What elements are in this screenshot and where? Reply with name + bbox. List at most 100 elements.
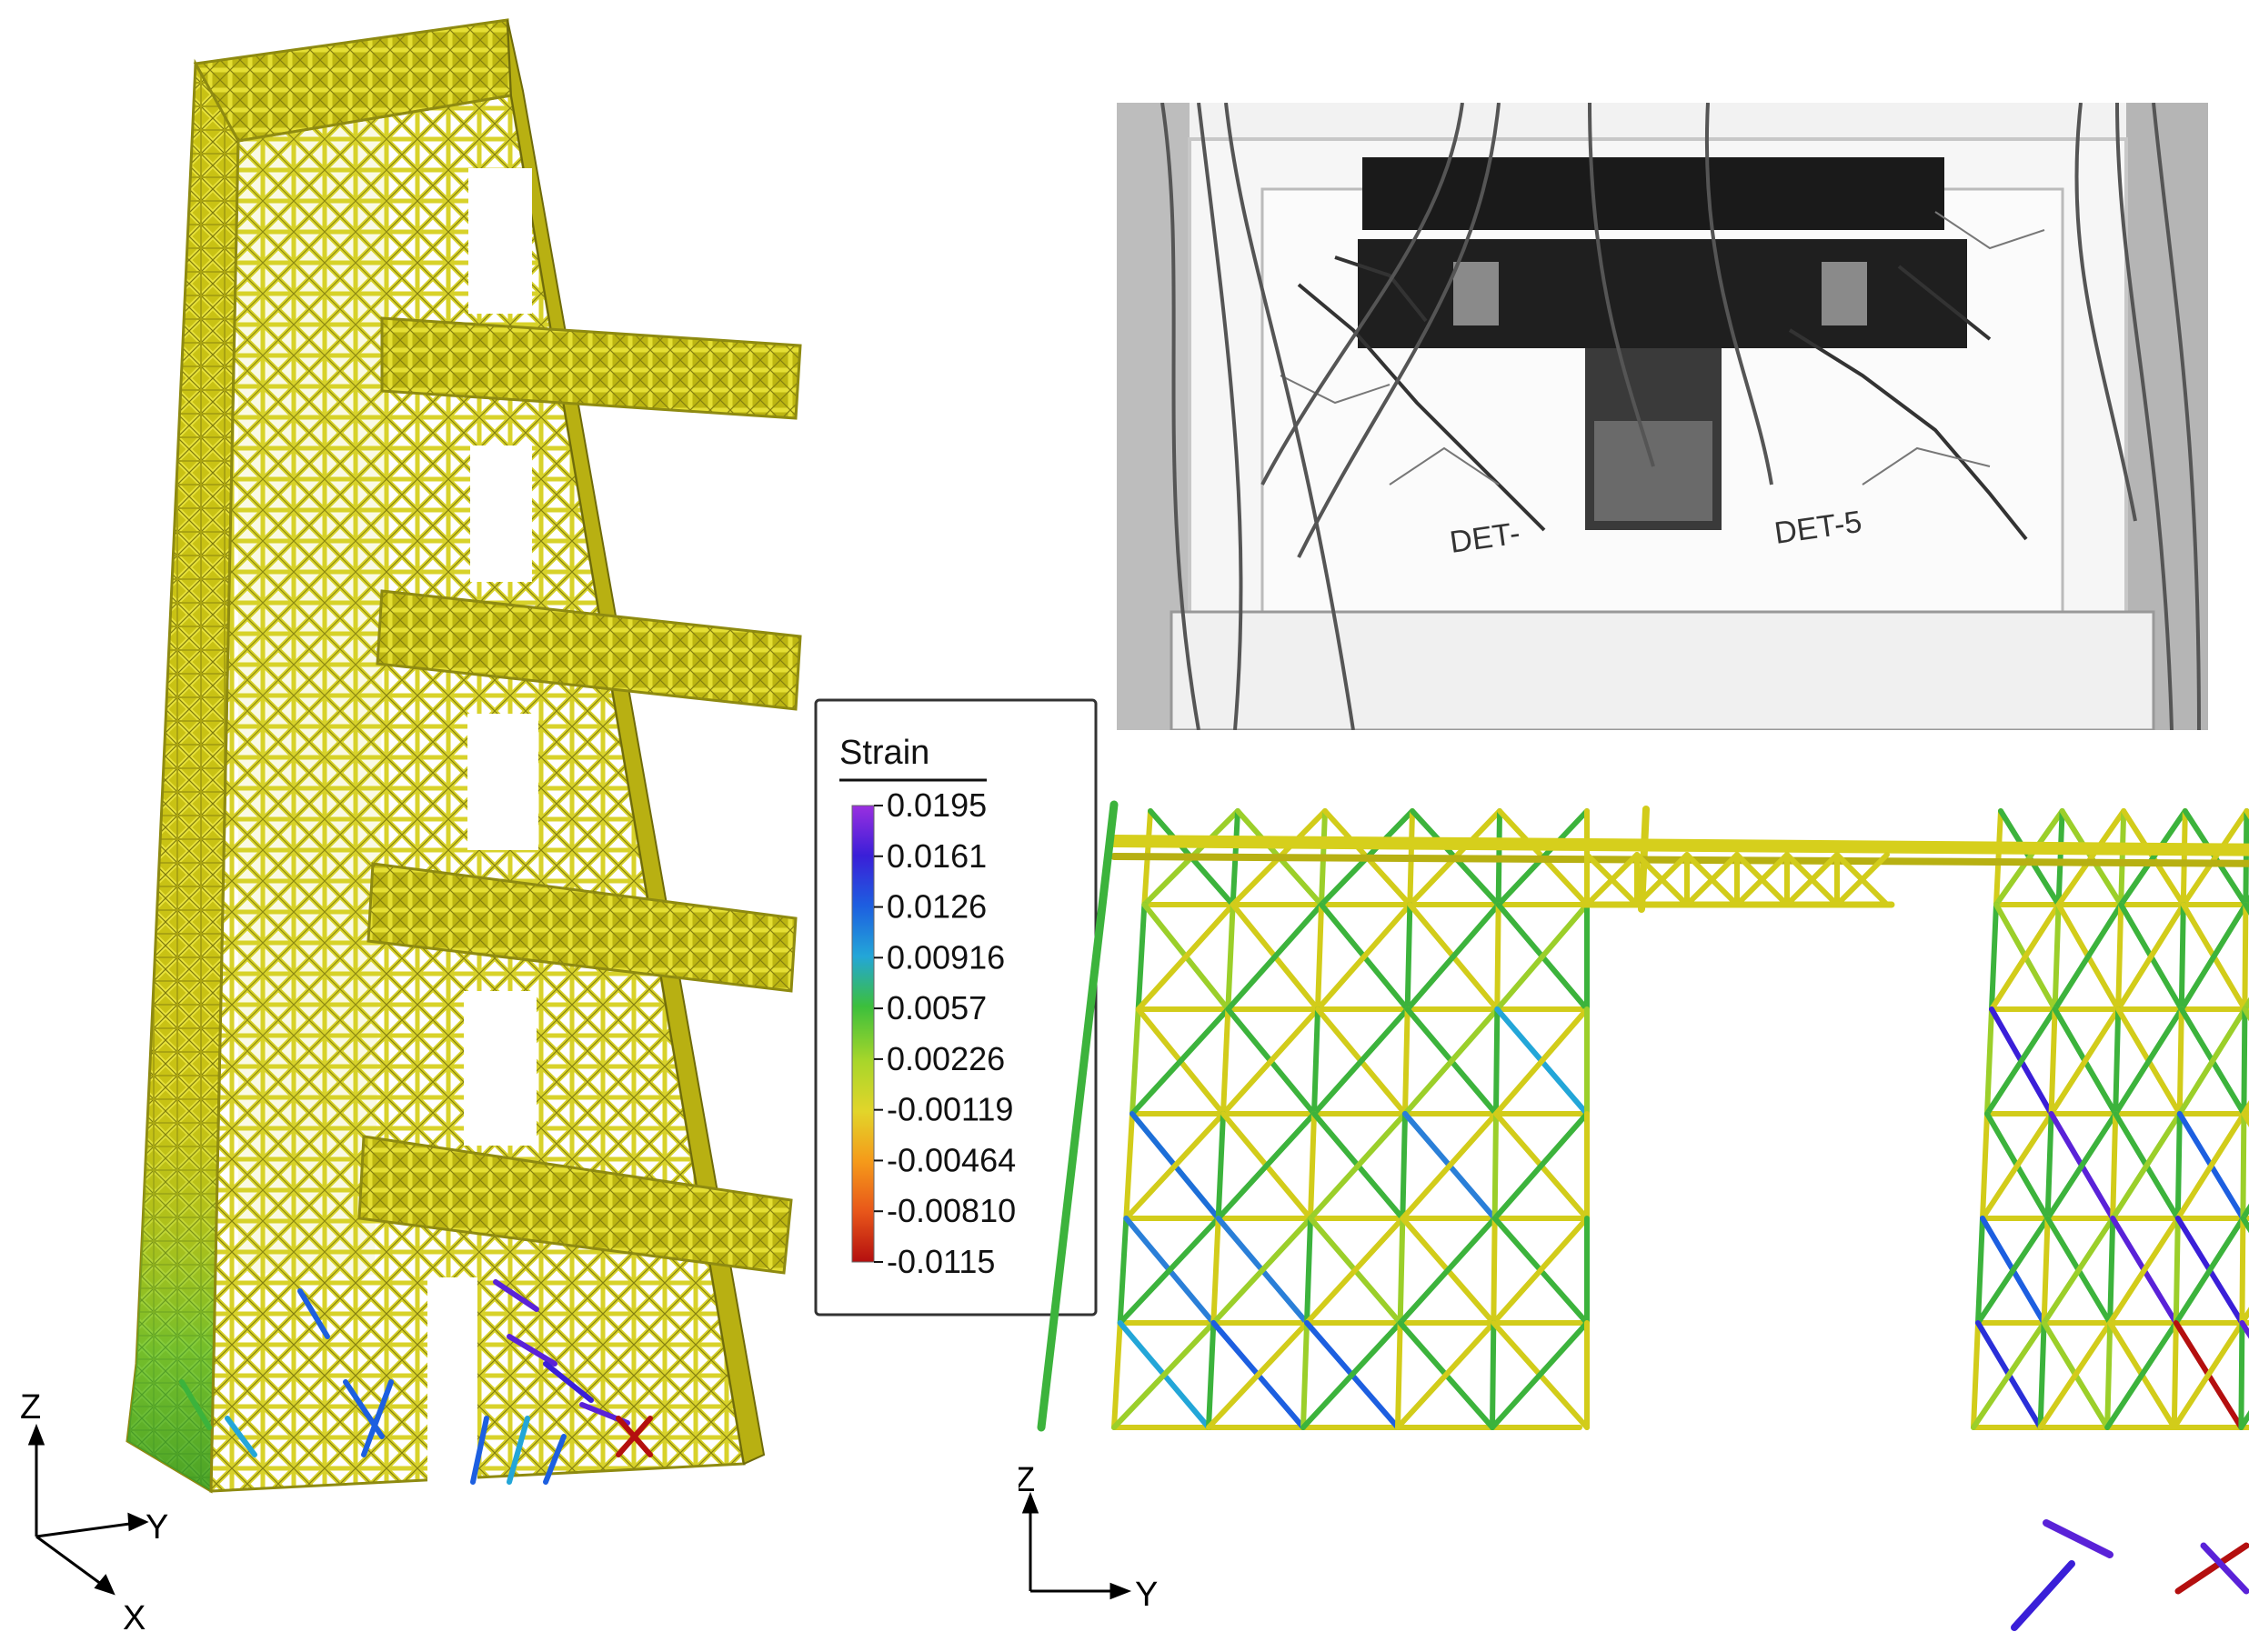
lattice-strut — [2037, 1320, 2047, 1430]
lattice-strut — [2055, 808, 2127, 907]
lattice-strut — [1584, 852, 1640, 907]
lattice-strut — [2107, 1216, 2181, 1326]
building-3d-model: Z Y X — [20, 18, 802, 1637]
lattice-strut — [1989, 902, 2062, 1012]
lattice-strut — [1300, 1320, 1403, 1430]
window-opening — [464, 991, 537, 1146]
lattice-strut — [1220, 1006, 1320, 1116]
lattice-strut — [1634, 852, 1690, 907]
lattice-strut — [1491, 1111, 1499, 1221]
lattice-strut — [1493, 1006, 1501, 1116]
lattice-strut — [1400, 1111, 1408, 1221]
door-opening — [427, 1277, 477, 1484]
diagonal-cracks — [1297, 255, 2028, 541]
floor-slab — [376, 589, 802, 711]
lattice-strut — [1980, 1111, 2054, 1221]
test-specimen-photo: DET- DET-5 — [1117, 103, 2208, 730]
lattice-strut — [2041, 1216, 2051, 1326]
loading-beam — [1362, 157, 1944, 230]
lattice-strut — [2110, 1111, 2119, 1221]
lattice-strut — [1494, 902, 1590, 1012]
legend-tick-label: 0.0161 — [887, 837, 987, 875]
lattice-strut — [1117, 1216, 1221, 1326]
lattice-strut — [2011, 1560, 2075, 1631]
window-opening — [470, 446, 532, 582]
lattice-strut — [2048, 1006, 2122, 1116]
lattice-strut — [1494, 902, 1501, 1012]
strain-legend: Strain 0.0195 0.0161 0.0126 0.00916 0.0057 0.… — [814, 698, 1098, 1317]
lattice-strut — [1123, 1111, 1135, 1221]
lattice-strut — [1980, 1111, 1990, 1221]
axis-label-x: X — [123, 1599, 146, 1637]
lattice-strut — [2041, 1216, 2116, 1326]
lattice-strut — [2037, 1320, 2113, 1430]
lattice-strut — [2104, 1320, 2179, 1430]
lattice-strut — [1037, 800, 1119, 1432]
lattice-strut — [2173, 1216, 2181, 1326]
lattice-strut — [1304, 1216, 1313, 1326]
lattice-strut — [1130, 1006, 1231, 1116]
lattice-strut — [2180, 808, 2188, 907]
lattice-strut — [2044, 1111, 2054, 1221]
lattice-strut — [1397, 1216, 1406, 1326]
lattice-strut — [2052, 902, 2124, 1012]
lattice-strut — [2107, 1216, 2116, 1326]
lattice-strut — [1989, 902, 1999, 1012]
lattice-strut — [2115, 902, 2124, 1012]
lattice-strut — [1397, 1216, 1498, 1326]
axis-triad-2d — [1021, 1491, 1132, 1600]
lattice-strut — [1304, 1216, 1406, 1326]
lattice-strut — [1225, 902, 1236, 1012]
lattice-strut — [1491, 1216, 1498, 1326]
lattice-strut — [1404, 902, 1501, 1012]
lattice-strut — [1117, 1216, 1130, 1326]
lattice-strut — [1111, 1320, 1217, 1430]
lattice-strut — [2052, 902, 2062, 1012]
axis-label-y-2d: Y — [1135, 1576, 1158, 1614]
lattice-strut — [1130, 1006, 1141, 1116]
colorbar — [851, 805, 875, 1263]
lattice-strut — [1984, 1006, 2058, 1116]
lattice-strut — [1493, 1006, 1590, 1116]
lattice-strut — [1784, 852, 1840, 907]
lattice-strut — [1395, 1320, 1403, 1430]
lattice-strut — [2180, 808, 2249, 907]
lattice-strut — [1215, 1111, 1226, 1221]
lattice-strut — [2113, 1006, 2122, 1116]
window-opening — [468, 168, 532, 314]
lattice-strut — [2055, 808, 2065, 907]
floor-slab — [366, 862, 798, 993]
lattice-strut — [2239, 1216, 2246, 1326]
lattice-strut — [1975, 1216, 2051, 1326]
legend-tick-label: 0.0057 — [887, 989, 987, 1026]
lattice-strut — [1135, 902, 1236, 1012]
lattice-strut — [2174, 1542, 2249, 1595]
lattice-strut — [1491, 1111, 1590, 1221]
floor-slab — [357, 1135, 793, 1275]
lattice-strut — [2178, 902, 2186, 1012]
lattice-strut — [1210, 1216, 1313, 1326]
legend-tick-label: 0.0126 — [887, 888, 987, 926]
lattice-strut — [1111, 1320, 1123, 1430]
legend-tick-label: 0.00916 — [887, 938, 1005, 976]
lattice-strut — [2044, 1111, 2119, 1221]
lattice-strut — [1308, 1111, 1408, 1221]
axis-triad-3d — [27, 1423, 149, 1596]
lattice-strut — [1402, 1006, 1501, 1116]
lattice-strut — [1311, 1006, 1411, 1116]
base-strain-struts — [179, 1279, 653, 1485]
lattice-strut — [2110, 1111, 2183, 1221]
lattice-strut — [1206, 1320, 1217, 1430]
lattice-strut — [1971, 1320, 1981, 1430]
lattice-strut — [2048, 1006, 2058, 1116]
lattice-strut — [2242, 902, 2249, 1012]
lattice-strut — [1734, 852, 1790, 907]
lattice-strut — [1993, 808, 2065, 907]
lattice-strut — [2118, 808, 2127, 907]
lattice-strut — [2115, 902, 2186, 1012]
lattice-strut — [2104, 1320, 2113, 1430]
lattice-strut — [1395, 1320, 1497, 1430]
lattice-strut — [1110, 853, 2249, 867]
lattice-strut — [2174, 1111, 2247, 1221]
lattice-strut — [1971, 1320, 2047, 1430]
